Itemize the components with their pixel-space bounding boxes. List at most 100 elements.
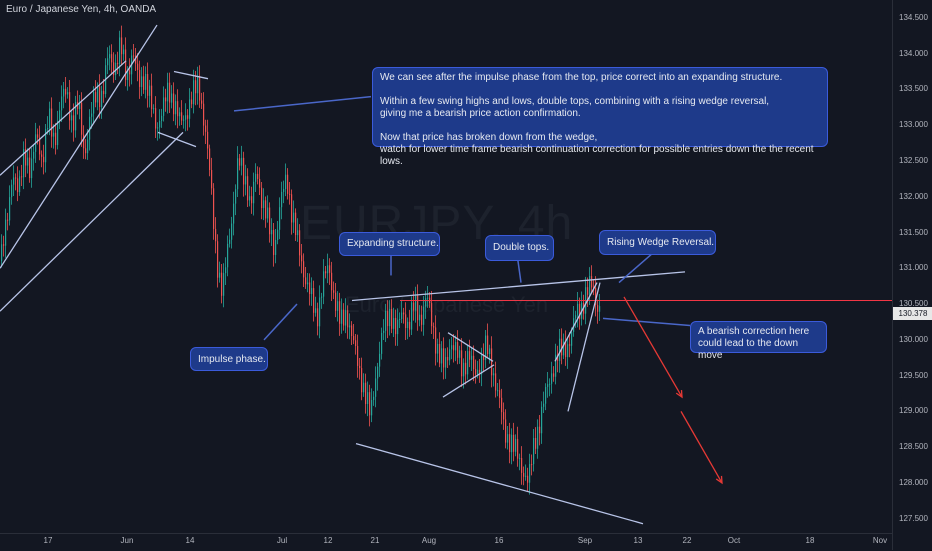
candle-down bbox=[207, 131, 209, 149]
annotation-bearish-correction[interactable]: A bearish correction here could lead to … bbox=[690, 321, 827, 361]
trendline bbox=[447, 332, 494, 362]
trendline bbox=[567, 282, 601, 412]
candle-down bbox=[243, 157, 245, 185]
candle-up bbox=[255, 173, 257, 182]
time-tick-label: 21 bbox=[370, 536, 380, 545]
candle-up bbox=[423, 306, 425, 325]
candle-down bbox=[95, 92, 97, 103]
candle-up bbox=[241, 157, 243, 166]
candle-down bbox=[503, 412, 505, 420]
candle-down bbox=[491, 348, 493, 376]
candle-down bbox=[43, 156, 45, 163]
candle-down bbox=[113, 62, 115, 76]
candle-up bbox=[477, 369, 479, 375]
candle-down bbox=[73, 115, 75, 131]
candle-down bbox=[21, 176, 23, 178]
candle-up bbox=[185, 115, 187, 120]
price-tick-label: 128.500 bbox=[899, 442, 928, 452]
price-axis[interactable]: 127.500 128.000 128.500 129.000 129.500 130.0… bbox=[892, 0, 932, 550]
candle-down bbox=[453, 345, 455, 351]
candle-down bbox=[299, 230, 301, 256]
candle-down bbox=[261, 187, 263, 209]
candle-up bbox=[321, 296, 323, 298]
annotation-expanding-structure[interactable]: Expanding structure. bbox=[339, 232, 440, 256]
candle-up bbox=[23, 149, 25, 178]
candle-down bbox=[457, 342, 459, 358]
candle-down bbox=[309, 282, 311, 294]
candle-up bbox=[551, 373, 553, 384]
time-axis[interactable]: 17 Jun 14 Jul 12 21 Aug 16 Sep 13 22 Oct 18 Nov bbox=[0, 533, 892, 551]
candle-down bbox=[527, 475, 529, 483]
candle-up bbox=[489, 348, 491, 355]
candle-up bbox=[107, 58, 109, 66]
candle-down bbox=[595, 287, 597, 306]
candle-up bbox=[223, 273, 225, 296]
candle-up bbox=[293, 212, 295, 223]
time-tick-label: Oct bbox=[727, 536, 741, 545]
plot-area[interactable]: EURJPY, 4h Euro / Japanese Yen Euro / Ja… bbox=[0, 0, 892, 533]
price-tick-label: 131.000 bbox=[899, 263, 928, 273]
candle-up bbox=[115, 62, 117, 76]
candle-down bbox=[37, 134, 39, 138]
candle-up bbox=[455, 342, 457, 351]
candle-up bbox=[71, 115, 73, 121]
candle-down bbox=[187, 115, 189, 119]
candle-down bbox=[347, 310, 349, 328]
callout-pointer bbox=[233, 95, 372, 112]
candle-up bbox=[161, 115, 163, 121]
annotation-rising-wedge[interactable]: Rising Wedge Reversal. bbox=[599, 230, 716, 255]
candle-up bbox=[267, 207, 269, 219]
price-tick-label: 134.000 bbox=[899, 48, 928, 58]
candle-up bbox=[193, 80, 195, 105]
candle-down bbox=[597, 305, 599, 312]
candle-up bbox=[157, 127, 159, 129]
candle-up bbox=[481, 355, 483, 375]
candle-down bbox=[103, 90, 105, 95]
candle-up bbox=[563, 341, 565, 356]
candle-up bbox=[235, 189, 237, 204]
candle-down bbox=[265, 200, 267, 219]
candle-down bbox=[121, 37, 123, 55]
candle-down bbox=[209, 148, 211, 171]
candle-up bbox=[87, 139, 89, 154]
candle-down bbox=[217, 241, 219, 278]
candle-up bbox=[533, 437, 535, 465]
candles-layer bbox=[1, 25, 601, 495]
candle-up bbox=[327, 265, 329, 274]
candle-up bbox=[547, 384, 549, 387]
candle-up bbox=[577, 303, 579, 316]
candle-up bbox=[427, 297, 429, 299]
candle-down bbox=[523, 472, 525, 477]
trendline bbox=[355, 442, 644, 525]
annotation-double-tops[interactable]: Double tops. bbox=[485, 235, 554, 261]
annotation-main[interactable]: We can see after the impulse phase from … bbox=[372, 67, 828, 167]
candle-up bbox=[407, 321, 409, 329]
candle-up bbox=[57, 120, 59, 146]
candle-up bbox=[233, 203, 235, 224]
candle-up bbox=[367, 392, 369, 405]
time-tick-label: Nov bbox=[872, 536, 888, 545]
candle-up bbox=[515, 438, 517, 452]
candle-down bbox=[331, 272, 333, 291]
candle-down bbox=[365, 382, 367, 405]
candle-down bbox=[203, 103, 205, 126]
candle-down bbox=[431, 303, 433, 327]
candle-up bbox=[11, 184, 13, 198]
candle-up bbox=[549, 383, 551, 385]
candle-down bbox=[587, 287, 589, 295]
candle-up bbox=[311, 288, 313, 294]
candle-down bbox=[531, 464, 533, 466]
time-tick-label: 22 bbox=[682, 536, 692, 545]
candle-up bbox=[559, 338, 561, 361]
candle-up bbox=[53, 132, 55, 137]
candle-down bbox=[447, 357, 449, 361]
price-tick-label: 129.500 bbox=[899, 370, 928, 380]
candle-down bbox=[439, 343, 441, 364]
candle-up bbox=[411, 302, 413, 330]
candle-up bbox=[567, 344, 569, 358]
annotation-impulse-phase[interactable]: Impulse phase. bbox=[190, 347, 268, 371]
candle-up bbox=[389, 308, 391, 327]
candle-down bbox=[313, 288, 315, 313]
candle-up bbox=[377, 366, 379, 379]
candle-down bbox=[565, 341, 567, 358]
